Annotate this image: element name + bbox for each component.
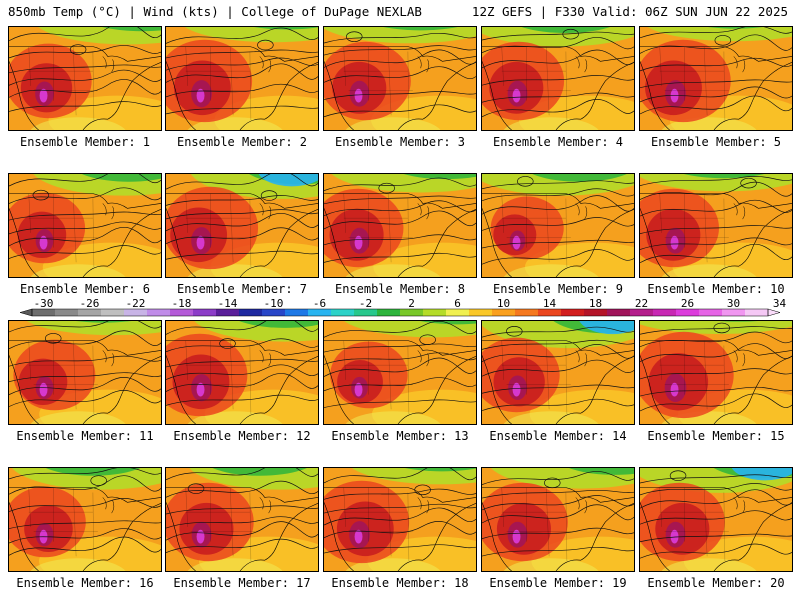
chart-title: 850mb Temp (°C) | Wind (kts) | College o…	[8, 4, 422, 19]
colorbar-tick-label: 6	[454, 298, 461, 310]
colorbar-swatch	[538, 309, 562, 316]
colorbar-swatch	[469, 309, 493, 316]
ensemble-member-label: Ensemble Member: 20	[647, 576, 785, 590]
ensemble-member-label: Ensemble Member: 8	[334, 282, 466, 296]
ensemble-member-label: Ensemble Member: 6	[19, 282, 151, 296]
ensemble-map-17	[165, 467, 319, 572]
colorbar-tick-label: 26	[681, 298, 694, 310]
colorbar-swatch	[377, 309, 401, 316]
colorbar-swatch	[515, 309, 539, 316]
colorbar-tick-label: -6	[313, 298, 326, 310]
ensemble-member-label: Ensemble Member: 15	[647, 429, 785, 443]
colorbar-swatch	[584, 309, 608, 316]
colorbar-tick-label: 10	[497, 298, 510, 310]
colorbar-tick-label: -2	[359, 298, 372, 310]
colorbar-tick-label: 34	[773, 298, 787, 310]
colorbar-swatch	[32, 309, 56, 316]
colorbar-swatch	[101, 309, 125, 316]
ensemble-member-label: Ensemble Member: 16	[16, 576, 154, 590]
colorbar-swatch	[124, 309, 148, 316]
colorbar-tick-label: 14	[543, 298, 557, 310]
ensemble-map-2	[165, 26, 319, 131]
colorbar-outline	[31, 308, 769, 317]
colorbar-swatch	[308, 309, 332, 316]
ensemble-map-20	[639, 467, 793, 572]
colorbar-swatch	[630, 309, 654, 316]
colorbar-tick-label: -26	[80, 298, 100, 310]
ensemble-member-label: Ensemble Member: 1	[19, 135, 151, 149]
ensemble-map-18	[323, 467, 477, 572]
ensemble-member-label: Ensemble Member: 17	[173, 576, 311, 590]
colorbar-swatch	[262, 309, 286, 316]
colorbar-tick-label: -18	[172, 298, 192, 310]
ensemble-member-label: Ensemble Member: 18	[331, 576, 469, 590]
ensemble-member-label: Ensemble Member: 7	[176, 282, 308, 296]
colorbar-swatch	[676, 309, 700, 316]
colorbar-swatch	[239, 309, 263, 316]
ensemble-member-label: Ensemble Member: 3	[334, 135, 466, 149]
ensemble-member-label: Ensemble Member: 12	[173, 429, 311, 443]
colorbar-tick-label: -10	[264, 298, 284, 310]
ensemble-map-5	[639, 26, 793, 131]
ensemble-map-6	[8, 173, 162, 278]
colorbar-swatch	[331, 309, 355, 316]
run-info: 12Z GEFS | F330 Valid: 06Z SUN JUN 22 20…	[471, 4, 788, 19]
colorbar-tick-label: 2	[408, 298, 415, 310]
colorbar-tick-label: -14	[218, 298, 238, 310]
ensemble-map-19	[481, 467, 635, 572]
ensemble-member-label: Ensemble Member: 2	[176, 135, 308, 149]
colorbar-tick-label: 18	[589, 298, 602, 310]
ensemble-map-15	[639, 320, 793, 425]
ensemble-map-13	[323, 320, 477, 425]
colorbar-swatch	[147, 309, 171, 316]
colorbar-swatch	[216, 309, 240, 316]
ensemble-member-label: Ensemble Member: 11	[16, 429, 154, 443]
colorbar-swatch	[607, 309, 631, 316]
colorbar-swatch	[193, 309, 217, 316]
colorbar-swatch	[55, 309, 79, 316]
colorbar-swatch	[423, 309, 447, 316]
ensemble-member-label: Ensemble Member: 13	[331, 429, 469, 443]
colorbar-swatch	[170, 309, 194, 316]
ensemble-map-7	[165, 173, 319, 278]
ensemble-map-1	[8, 26, 162, 131]
ensemble-member-label: Ensemble Member: 9	[492, 282, 624, 296]
ensemble-map-9	[481, 173, 635, 278]
colorbar-swatch	[78, 309, 102, 316]
ensemble-map-4	[481, 26, 635, 131]
ensemble-map-8	[323, 173, 477, 278]
colorbar-swatch	[285, 309, 309, 316]
colorbar-arrow-right	[767, 308, 781, 317]
colorbar-swatch	[492, 309, 516, 316]
colorbar-swatch	[699, 309, 723, 316]
ensemble-member-label: Ensemble Member: 14	[489, 429, 627, 443]
colorbar-swatch	[400, 309, 424, 316]
ensemble-member-label: Ensemble Member: 4	[492, 135, 624, 149]
colorbar-swatch	[653, 309, 677, 316]
colorbar-swatch	[561, 309, 585, 316]
temperature-colorbar: -30-26-22-18-14-10-6-2261014182226303438…	[10, 298, 790, 322]
colorbar-tick-label: 30	[727, 298, 740, 310]
ensemble-map-12	[165, 320, 319, 425]
ensemble-map-14	[481, 320, 635, 425]
ensemble-map-16	[8, 467, 162, 572]
ensemble-map-11	[8, 320, 162, 425]
ensemble-map-10	[639, 173, 793, 278]
colorbar-arrow-left	[19, 308, 33, 317]
colorbar-swatch	[722, 309, 746, 316]
colorbar-swatch	[745, 309, 769, 316]
colorbar-tick-label: -22	[126, 298, 146, 310]
ensemble-member-label: Ensemble Member: 19	[489, 576, 627, 590]
colorbar-tick-label: -30	[34, 298, 54, 310]
ensemble-member-label: Ensemble Member: 10	[647, 282, 785, 296]
colorbar-swatch	[446, 309, 470, 316]
ensemble-member-label: Ensemble Member: 5	[650, 135, 782, 149]
ensemble-map-3	[323, 26, 477, 131]
colorbar-swatch	[354, 309, 378, 316]
colorbar-tick-label: 22	[635, 298, 648, 310]
